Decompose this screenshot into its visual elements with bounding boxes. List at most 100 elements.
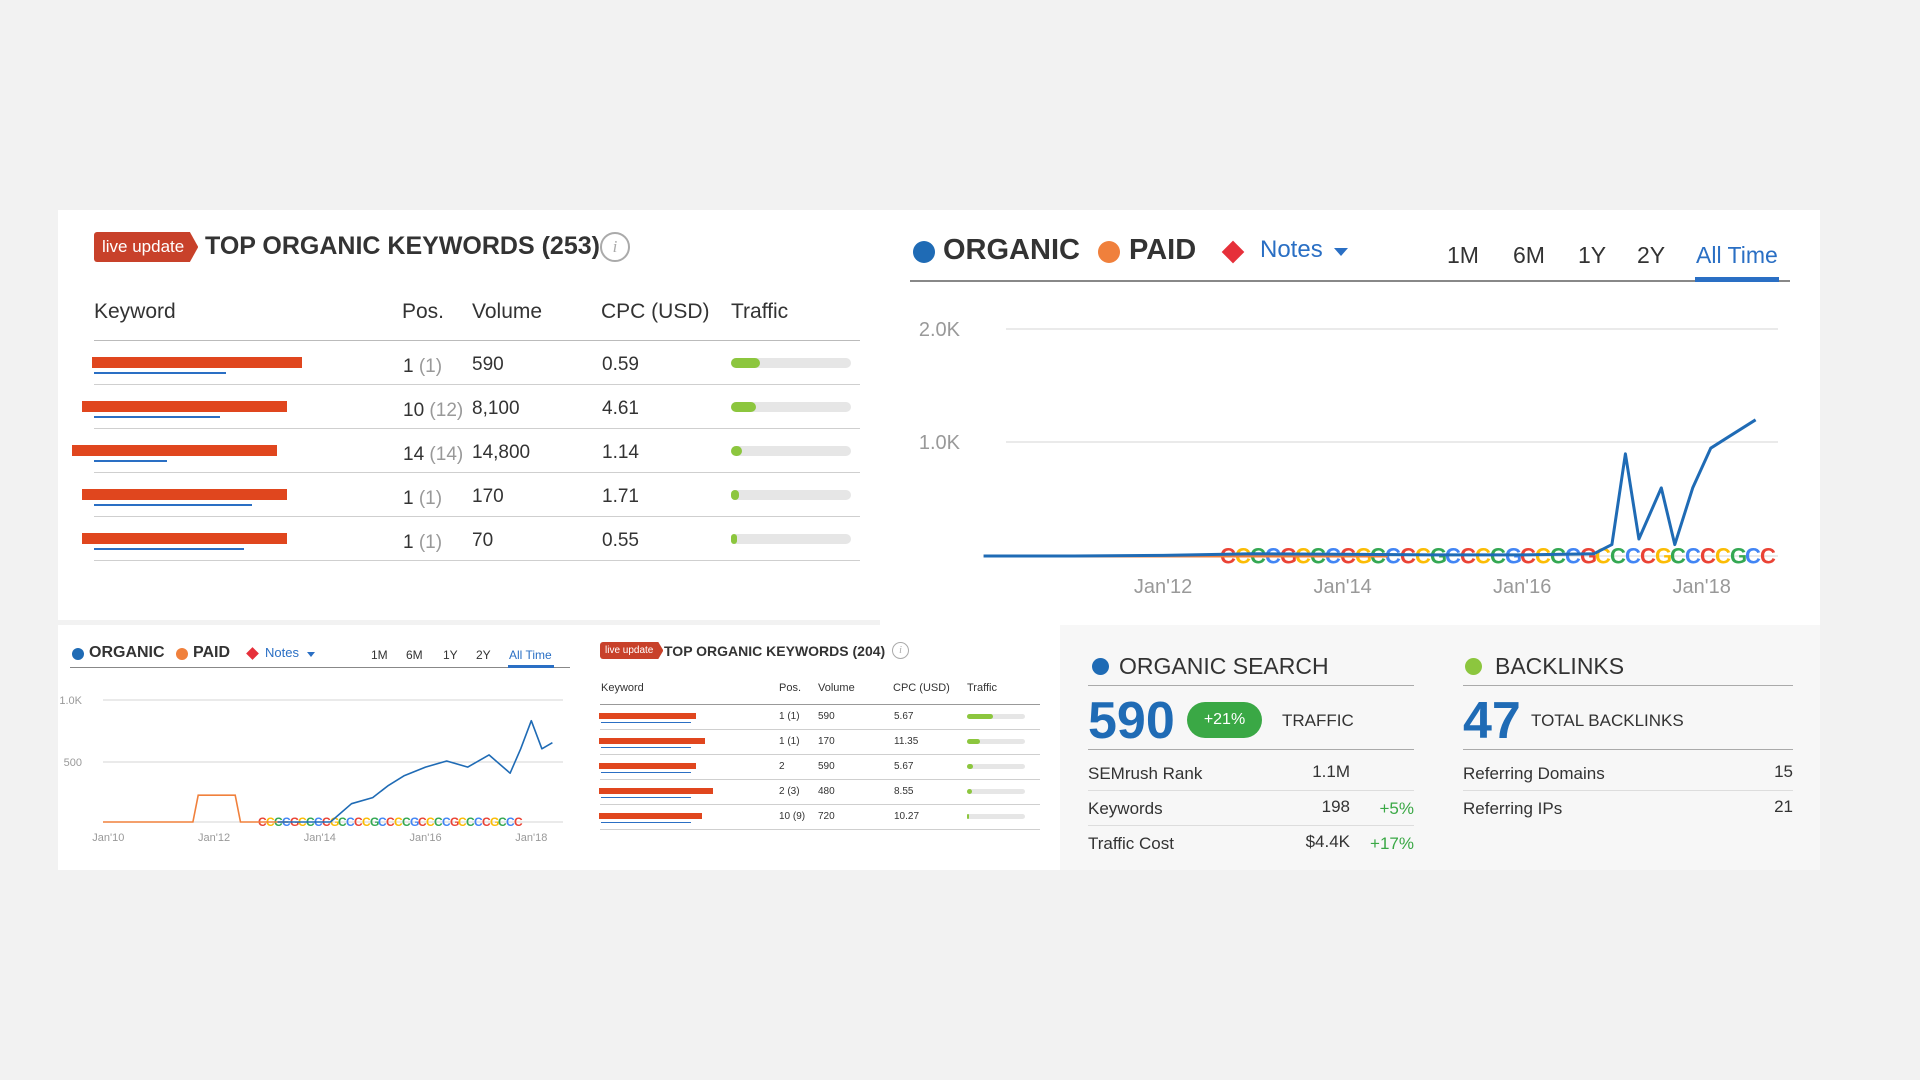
stat-label: Referring IPs (1463, 799, 1563, 818)
google-update-icon[interactable]: C (418, 815, 427, 829)
google-update-icon[interactable]: G (1730, 544, 1747, 569)
google-update-icon[interactable]: C (1745, 544, 1761, 569)
stat-value[interactable]: 1.1M (1312, 762, 1350, 781)
col-cpc[interactable]: CPC (USD) (601, 300, 710, 323)
traffic-bar (731, 446, 851, 456)
google-update-icon[interactable]: C (474, 815, 483, 829)
range-tab-1y[interactable]: 1Y (1578, 242, 1607, 268)
traffic-bar (731, 402, 851, 412)
organic-search-dot (1092, 658, 1109, 675)
google-update-icon[interactable]: C (466, 815, 475, 829)
notes-dropdown[interactable]: Notes (265, 645, 299, 660)
google-update-icon[interactable]: C (1565, 544, 1581, 569)
organic-legend-label[interactable]: ORGANIC (943, 234, 1080, 266)
keyword-link[interactable] (72, 440, 277, 462)
x-tick-label: Jan'18 (1673, 576, 1731, 598)
col-pos[interactable]: Pos. (779, 682, 802, 694)
keyword-link[interactable] (82, 396, 287, 418)
backlinks-value[interactable]: 47 (1463, 692, 1521, 750)
range-tab-2y[interactable]: 2Y (1637, 242, 1666, 268)
keyword-link[interactable] (599, 709, 696, 723)
google-update-icon[interactable]: G (370, 815, 379, 829)
google-update-icon[interactable]: C (514, 815, 523, 829)
keyword-underline (94, 460, 167, 462)
volume-cell: 14,800 (472, 442, 531, 463)
stat-value[interactable]: 198 (1321, 797, 1350, 816)
google-update-icon[interactable]: C (1550, 544, 1566, 569)
google-update-icon[interactable]: C (338, 815, 347, 829)
google-update-icon[interactable]: G (490, 815, 499, 829)
x-tick-label: Jan'18 (515, 832, 547, 844)
organic-series-line (983, 418, 1757, 558)
col-traffic[interactable]: Traffic (967, 682, 997, 694)
stat-value[interactable]: $4.4K (1305, 832, 1350, 851)
google-update-icon[interactable]: C (362, 815, 371, 829)
google-update-icon[interactable]: C (1685, 544, 1701, 569)
info-icon[interactable]: i (892, 642, 909, 659)
range-tab-6m[interactable]: 6M (1513, 242, 1545, 268)
range-tab-1m[interactable]: 1M (371, 648, 388, 662)
keyword-link[interactable] (599, 734, 705, 748)
chevron-down-icon (307, 652, 315, 657)
google-update-icon[interactable]: C (394, 815, 403, 829)
x-tick-label: Jan'16 (409, 832, 441, 844)
header-divider (94, 340, 860, 341)
keyword-link[interactable] (599, 809, 702, 823)
google-update-icon[interactable]: C (1625, 544, 1641, 569)
col-cpc[interactable]: CPC (USD) (893, 682, 950, 694)
google-update-icon[interactable]: C (1385, 544, 1401, 569)
stat-value[interactable]: 15 (1774, 762, 1793, 781)
stat-value[interactable]: 21 (1774, 797, 1793, 816)
google-update-icon[interactable]: C (386, 815, 395, 829)
google-update-icon[interactable]: C (1640, 544, 1656, 569)
range-tab-all-time[interactable]: All Time (509, 648, 552, 662)
google-update-icon[interactable]: C (1700, 544, 1716, 569)
google-update-icon[interactable]: C (498, 815, 507, 829)
google-update-icon[interactable]: G (1580, 544, 1597, 569)
google-update-icon[interactable]: G (330, 815, 339, 829)
google-update-icon[interactable]: C (1760, 544, 1776, 569)
col-volume[interactable]: Volume (472, 300, 543, 323)
col-traffic[interactable]: Traffic (731, 300, 789, 323)
google-update-icon[interactable]: C (346, 815, 355, 829)
traffic-bar-fill (731, 534, 737, 544)
google-update-icon[interactable]: C (458, 815, 467, 829)
google-update-icon[interactable]: C (434, 815, 443, 829)
google-update-icon[interactable]: C (354, 815, 363, 829)
google-update-icon[interactable]: C (1535, 544, 1551, 569)
keyword-link[interactable] (599, 759, 696, 773)
notes-dropdown[interactable]: Notes (1260, 236, 1323, 263)
range-tab-1m[interactable]: 1M (1447, 242, 1479, 268)
google-update-icon[interactable]: C (1715, 544, 1731, 569)
keyword-link[interactable] (92, 352, 302, 374)
organic-legend-label[interactable]: ORGANIC (89, 644, 165, 661)
range-tab-all-time[interactable]: All Time (1696, 242, 1778, 268)
col-keyword[interactable]: Keyword (601, 682, 644, 694)
google-update-icon[interactable]: G (410, 815, 419, 829)
google-update-icon[interactable]: C (426, 815, 435, 829)
keyword-link[interactable] (599, 784, 713, 798)
col-keyword[interactable]: Keyword (94, 300, 176, 323)
range-tab-2y[interactable]: 2Y (476, 648, 491, 662)
google-update-icon[interactable]: C (442, 815, 451, 829)
google-update-icon[interactable]: G (1655, 544, 1672, 569)
google-update-icon[interactable]: C (402, 815, 411, 829)
google-update-icon[interactable]: C (1670, 544, 1686, 569)
google-update-icon[interactable]: C (1610, 544, 1626, 569)
google-update-icon[interactable]: C (378, 815, 387, 829)
range-tab-6m[interactable]: 6M (406, 648, 423, 662)
organic-traffic-value[interactable]: 590 (1088, 692, 1175, 750)
volume-cell: 170 (472, 486, 504, 507)
paid-legend-label[interactable]: PAID (1129, 234, 1197, 266)
keyword-link[interactable] (82, 484, 287, 506)
paid-legend-label[interactable]: PAID (193, 644, 231, 661)
range-tab-1y[interactable]: 1Y (443, 648, 458, 662)
google-update-icon[interactable]: C (506, 815, 515, 829)
col-volume[interactable]: Volume (818, 682, 855, 694)
google-update-icon[interactable]: G (450, 815, 459, 829)
info-icon[interactable]: i (600, 232, 630, 262)
col-pos[interactable]: Pos. (402, 300, 445, 323)
keyword-link[interactable] (82, 528, 287, 550)
google-update-icon[interactable]: C (482, 815, 491, 829)
stat-change: +5% (1379, 799, 1415, 818)
